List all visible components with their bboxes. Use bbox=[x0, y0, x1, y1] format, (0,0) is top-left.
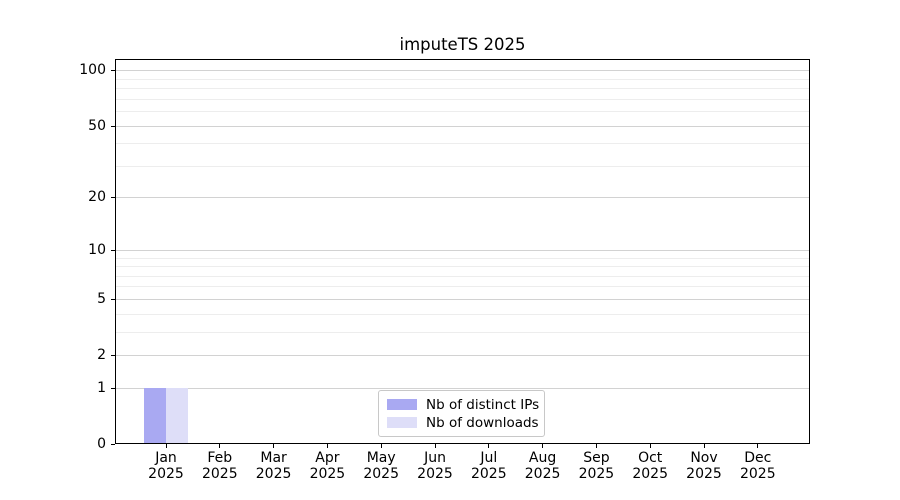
y-tick-mark bbox=[111, 387, 115, 389]
x-tick-label-line: 2025 bbox=[309, 466, 346, 482]
y-gridline-major bbox=[116, 355, 809, 356]
x-tick-label: Jan 2025 bbox=[134, 450, 198, 482]
y-tick-label: 0 bbox=[97, 436, 106, 452]
y-tick-mark bbox=[111, 249, 115, 251]
x-tick-mark bbox=[219, 444, 221, 448]
x-tick-mark bbox=[273, 444, 275, 448]
bar-downloads bbox=[166, 387, 189, 444]
y-gridline-minor bbox=[116, 286, 809, 288]
y-gridline-minor bbox=[116, 331, 809, 333]
y-gridline-minor bbox=[116, 78, 809, 80]
y-gridline-minor bbox=[116, 165, 809, 167]
x-tick-label-line: Oct bbox=[638, 450, 663, 466]
x-tick-mark bbox=[649, 444, 651, 448]
x-tick-label: Feb 2025 bbox=[188, 450, 252, 482]
y-tick-mark bbox=[111, 70, 115, 72]
y-gridline-minor bbox=[116, 257, 809, 259]
legend-swatch-distinct-ips bbox=[387, 399, 417, 410]
x-tick-label-line: 2025 bbox=[632, 466, 668, 482]
x-tick-label: Dec 2025 bbox=[726, 450, 790, 482]
legend-label-distinct-ips: Nb of distinct IPs bbox=[426, 396, 540, 413]
y-gridline-major bbox=[116, 249, 809, 251]
y-tick-mark bbox=[111, 355, 115, 356]
x-tick-label-line: Jul bbox=[480, 450, 498, 466]
y-gridline-minor bbox=[116, 111, 809, 113]
x-tick-label-line: Feb bbox=[207, 450, 233, 466]
y-gridline-minor bbox=[116, 275, 809, 277]
y-tick-label: 2 bbox=[97, 347, 106, 363]
y-gridline-minor bbox=[116, 313, 809, 315]
x-tick-label-line: Mar bbox=[260, 450, 287, 466]
x-tick-mark bbox=[165, 444, 167, 448]
x-tick-label-line: 2025 bbox=[255, 466, 292, 482]
x-tick-label: Jul 2025 bbox=[457, 450, 521, 482]
chart-legend: Nb of distinct IPs Nb of downloads bbox=[378, 390, 545, 437]
x-tick-label-line: May bbox=[366, 450, 396, 466]
plot-frame bbox=[115, 59, 810, 444]
y-gridline-minor bbox=[116, 266, 809, 267]
x-tick-label-line: 2025 bbox=[578, 466, 615, 482]
y-gridline-major bbox=[116, 387, 809, 389]
x-tick-label: Jun 2025 bbox=[403, 450, 467, 482]
y-tick-label: 100 bbox=[79, 62, 106, 79]
x-tick-label-line: Jan bbox=[155, 450, 177, 466]
x-tick-label-line: Nov bbox=[690, 450, 718, 466]
x-tick-label: Mar 2025 bbox=[242, 450, 306, 482]
x-tick-label-line: 2025 bbox=[148, 466, 184, 482]
y-tick-mark bbox=[111, 444, 115, 445]
y-gridline-minor bbox=[116, 143, 809, 145]
x-tick-label: Aug 2025 bbox=[511, 450, 575, 482]
x-tick-label-line: Jun bbox=[424, 450, 446, 466]
chart-title: imputeTS 2025 bbox=[399, 35, 526, 54]
x-tick-label-line: 2025 bbox=[686, 466, 722, 482]
x-tick-mark bbox=[542, 444, 544, 448]
y-gridline-major bbox=[116, 125, 809, 127]
y-gridline-major bbox=[116, 197, 809, 199]
y-gridline-major bbox=[116, 70, 809, 72]
x-tick-mark bbox=[488, 444, 490, 448]
x-tick-label: Nov 2025 bbox=[672, 450, 736, 482]
y-tick-label: 10 bbox=[88, 241, 106, 258]
x-tick-label: May 2025 bbox=[349, 450, 413, 482]
legend-item-distinct-ips: Nb of distinct IPs bbox=[387, 396, 540, 413]
y-tick-label: 5 bbox=[97, 290, 106, 307]
y-gridline-minor bbox=[116, 88, 809, 90]
x-tick-mark bbox=[595, 444, 597, 448]
y-gridline-major bbox=[116, 298, 809, 300]
x-tick-label-line: 2025 bbox=[739, 466, 776, 482]
y-tick-label: 1 bbox=[97, 379, 106, 396]
x-tick-label-line: Sep bbox=[583, 450, 610, 466]
x-tick-label-line: Dec bbox=[744, 450, 772, 466]
x-tick-mark bbox=[380, 444, 382, 448]
y-tick-mark bbox=[111, 125, 115, 127]
legend-item-downloads: Nb of downloads bbox=[387, 414, 539, 431]
x-tick-label: Oct 2025 bbox=[618, 450, 682, 482]
x-tick-mark bbox=[757, 444, 759, 448]
x-tick-label-line: 2025 bbox=[470, 466, 507, 482]
x-tick-label: Sep 2025 bbox=[564, 450, 628, 482]
y-tick-label: 20 bbox=[88, 189, 106, 206]
x-tick-label-line: 2025 bbox=[363, 466, 399, 482]
x-tick-label-line: 2025 bbox=[201, 466, 238, 482]
x-tick-label-line: 2025 bbox=[417, 466, 453, 482]
x-tick-mark bbox=[703, 444, 705, 448]
y-tick-mark bbox=[111, 197, 115, 199]
y-tick-mark bbox=[111, 298, 115, 300]
x-tick-label: Apr 2025 bbox=[295, 450, 359, 482]
bar-distinct-ips bbox=[143, 387, 166, 444]
x-tick-mark bbox=[434, 444, 436, 448]
x-tick-label-line: Apr bbox=[315, 450, 340, 466]
x-tick-mark bbox=[326, 444, 328, 448]
legend-swatch-downloads bbox=[387, 417, 417, 428]
y-gridline-minor bbox=[116, 98, 809, 100]
legend-label-downloads: Nb of downloads bbox=[426, 414, 539, 431]
y-tick-label: 50 bbox=[88, 117, 106, 134]
x-tick-label-line: Aug bbox=[528, 450, 557, 466]
x-tick-label-line: 2025 bbox=[524, 466, 561, 482]
